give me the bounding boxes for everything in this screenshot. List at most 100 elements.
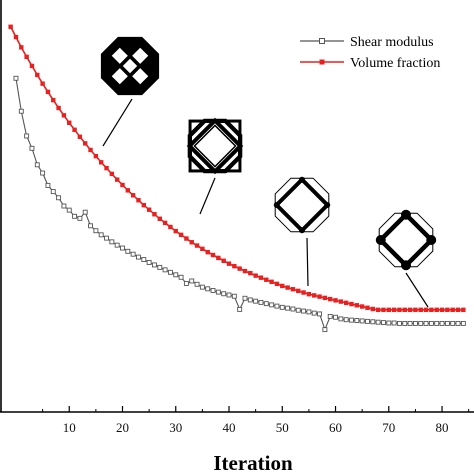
data-point xyxy=(242,268,248,274)
data-point xyxy=(396,320,402,326)
structure-2-leader xyxy=(199,177,216,215)
data-point xyxy=(349,317,354,323)
data-point xyxy=(226,261,232,266)
data-point xyxy=(381,320,386,326)
data-point xyxy=(413,307,418,313)
data-point xyxy=(130,193,136,198)
data-point xyxy=(194,281,200,287)
data-point xyxy=(450,307,455,313)
data-point xyxy=(141,257,147,263)
data-point xyxy=(215,289,221,295)
data-point xyxy=(391,307,397,313)
x-tick-label: 50 xyxy=(276,420,289,435)
data-point xyxy=(24,133,30,139)
x-tick-label: 70 xyxy=(382,420,395,435)
data-point xyxy=(205,249,210,255)
data-point xyxy=(141,202,146,208)
data-point xyxy=(375,319,381,325)
data-point xyxy=(98,232,104,238)
legend-marker-shear xyxy=(319,38,325,44)
data-point xyxy=(354,303,360,308)
data-point xyxy=(439,320,445,326)
data-point xyxy=(258,299,264,305)
data-point xyxy=(136,254,141,260)
data-point xyxy=(210,252,216,258)
data-point xyxy=(104,165,109,171)
plot-area xyxy=(8,24,466,333)
structure-4-image xyxy=(375,209,437,271)
data-point xyxy=(18,108,24,114)
data-point xyxy=(386,320,392,326)
data-point xyxy=(82,209,88,215)
data-point xyxy=(162,267,168,273)
data-point xyxy=(370,306,376,312)
data-point xyxy=(61,203,67,209)
data-point xyxy=(210,288,216,293)
data-point xyxy=(157,264,163,270)
data-point xyxy=(157,216,162,221)
data-point xyxy=(365,318,370,324)
structure-1-image xyxy=(100,36,160,96)
data-point xyxy=(56,105,61,111)
data-point xyxy=(296,288,301,294)
data-point xyxy=(88,223,93,229)
data-point xyxy=(279,304,285,310)
structure-3-image xyxy=(273,176,331,234)
data-point xyxy=(93,228,99,234)
data-point xyxy=(280,283,285,289)
data-point xyxy=(93,153,99,159)
data-point xyxy=(412,320,418,326)
data-point xyxy=(72,213,78,219)
data-point xyxy=(290,306,296,312)
data-point xyxy=(295,307,301,313)
data-point xyxy=(45,89,51,95)
data-point xyxy=(40,170,46,176)
data-point xyxy=(333,314,338,320)
data-point xyxy=(242,295,248,301)
data-point xyxy=(370,319,376,325)
data-point xyxy=(120,182,125,188)
data-point xyxy=(77,215,83,221)
data-point xyxy=(290,287,296,292)
data-point xyxy=(397,307,402,313)
data-point xyxy=(51,97,56,103)
axes: 10 20 30 40 50 60 70 80 xyxy=(0,0,474,435)
data-point xyxy=(189,278,195,284)
data-point xyxy=(189,240,194,245)
x-tick-label: 60 xyxy=(329,420,342,435)
series-0 xyxy=(13,75,466,333)
x-tick-label: 10 xyxy=(63,420,76,435)
legend: Shear modulus Volume fraction xyxy=(300,35,440,71)
data-point xyxy=(221,291,227,297)
data-point xyxy=(178,232,184,238)
structure-annotations xyxy=(100,36,437,308)
data-point xyxy=(114,177,120,182)
data-point xyxy=(173,228,178,234)
data-point xyxy=(125,248,131,254)
data-point xyxy=(301,290,306,295)
data-point xyxy=(67,120,72,125)
legend-label-shear: Shear modulus xyxy=(350,35,434,50)
data-point xyxy=(151,262,157,268)
legend-marker-volume xyxy=(319,59,325,65)
data-point xyxy=(322,295,328,301)
data-point xyxy=(328,296,333,302)
x-axis-title: Iteration xyxy=(213,451,293,474)
data-point xyxy=(98,160,104,165)
series-1 xyxy=(8,24,466,313)
data-point xyxy=(56,195,62,201)
data-point xyxy=(152,212,157,217)
data-point xyxy=(146,207,152,212)
data-point xyxy=(199,284,205,290)
data-point xyxy=(375,307,381,313)
data-point xyxy=(428,320,434,326)
data-point xyxy=(434,320,440,326)
data-point xyxy=(460,320,466,326)
data-point xyxy=(338,316,344,322)
data-point xyxy=(77,134,83,139)
data-point xyxy=(445,307,450,313)
data-point xyxy=(66,207,72,213)
data-point xyxy=(269,302,275,308)
data-point xyxy=(317,294,322,299)
data-point xyxy=(407,307,413,313)
